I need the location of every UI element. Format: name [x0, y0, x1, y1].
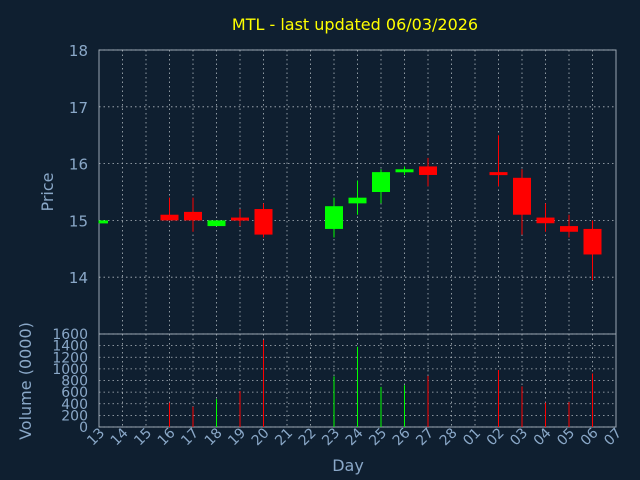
- candle-body: [372, 172, 390, 192]
- price-axis-label: Price: [38, 172, 57, 211]
- x-tick-label: 14: [108, 425, 132, 449]
- x-tick-label: 21: [272, 425, 296, 449]
- candle-body: [395, 169, 414, 173]
- x-tick-label: 20: [249, 425, 273, 449]
- candle-body: [99, 220, 108, 224]
- x-axis-label: Day: [332, 456, 364, 475]
- volume-tick-label: 200: [61, 408, 88, 424]
- candle-body: [160, 214, 179, 221]
- price-tick-label: 17: [69, 99, 88, 117]
- price-tick-label: 15: [69, 212, 88, 230]
- candle-body: [560, 226, 578, 232]
- x-tick-label: 06: [578, 425, 602, 449]
- volume-tick-label: 600: [61, 385, 88, 401]
- volume-tick-label: 1200: [52, 350, 88, 366]
- x-tick-label: 18: [202, 425, 226, 449]
- volume-tick-label: 1600: [52, 327, 88, 343]
- x-tick-label: 16: [155, 425, 179, 449]
- x-tick-label: 24: [343, 425, 367, 449]
- x-tick-label: 04: [531, 425, 555, 449]
- x-tick-label: 05: [554, 425, 578, 449]
- price-tick-label: 18: [69, 42, 88, 60]
- volume-tick-label: 1000: [52, 362, 88, 378]
- x-tick-label: 02: [484, 425, 508, 449]
- price-candles: [98, 135, 602, 281]
- price-tick-label: 14: [69, 269, 88, 287]
- candle-body: [325, 206, 343, 229]
- candle-body: [348, 197, 367, 204]
- candle-body: [419, 166, 437, 175]
- candle-body: [536, 217, 555, 224]
- price-tick-label: 16: [69, 156, 88, 174]
- x-tick-label: 27: [413, 425, 437, 449]
- candle-body: [583, 228, 602, 255]
- candle-body: [207, 220, 226, 227]
- price-y-ticks: 14 15 16 17 18: [69, 42, 88, 287]
- x-tick-label: 07: [601, 425, 625, 449]
- candle-body: [489, 172, 508, 176]
- volume-axis-label: Volume (0000): [16, 322, 35, 440]
- x-tick-label: 28: [437, 425, 461, 449]
- x-tick-label: 25: [366, 425, 390, 449]
- candle-body: [184, 211, 202, 221]
- x-tick-label: 26: [390, 425, 414, 449]
- volume-bars: [169, 339, 593, 427]
- x-tick-label: 17: [178, 425, 202, 449]
- volume-tick-label: 0: [79, 420, 88, 436]
- x-tick-label: 22: [296, 425, 320, 449]
- volume-tick-label: 1400: [52, 339, 88, 355]
- x-tick-label: 23: [319, 425, 343, 449]
- candle-body: [231, 217, 249, 221]
- x-tick-label: 15: [131, 425, 155, 449]
- volume-tick-label: 800: [61, 374, 88, 390]
- chart-title: MTL - last updated 06/03/2026: [232, 15, 478, 34]
- x-tick-label: 19: [225, 425, 249, 449]
- x-tick-label: 01: [460, 425, 484, 449]
- candle-body: [513, 177, 531, 215]
- x-tick-label: 03: [507, 425, 531, 449]
- x-axis-ticks: 13 14 15 16 17 18 19 20 21 22 23 24 25 26 27 28 01 02 03 04…: [84, 425, 625, 449]
- candle-body: [254, 209, 273, 235]
- volume-tick-label: 400: [61, 397, 88, 413]
- price-panel: 14 15 16 17 18 Price: [38, 42, 617, 335]
